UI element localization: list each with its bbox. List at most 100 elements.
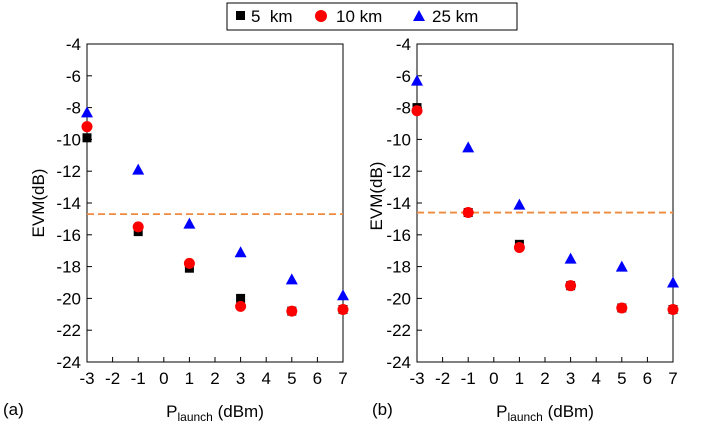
x-tick-label-a-1: -2 xyxy=(105,369,120,388)
ticks-a: -24-22-20-18-16-14-12-10-8-6-4-3 -2 -1 0 1 2 3… xyxy=(56,35,347,388)
y-tick-label-a-4: -16 xyxy=(56,226,81,245)
point-a-triangle-5 xyxy=(337,289,349,301)
point-a-square-3 xyxy=(236,293,246,303)
point-a-triangle-0 xyxy=(81,106,93,118)
x-axis-title-rest-b: (dBm) xyxy=(543,402,594,421)
x-tick-label-a-9: 6 xyxy=(313,369,322,388)
x-tick-label-a-6: 3 xyxy=(236,369,245,388)
legend-triangle-marker xyxy=(413,10,425,21)
point-a-triangle-2 xyxy=(183,217,196,229)
legend: 5 km 10 km 25 km xyxy=(226,2,518,31)
y-tick-label-a-3: -18 xyxy=(56,258,81,277)
y-tick-label-b-5: -14 xyxy=(386,194,411,213)
x-tick-label-b-10: 7 xyxy=(668,369,677,388)
point-b-triangle-3 xyxy=(564,252,577,264)
point-b-triangle-1 xyxy=(462,141,475,153)
y-tick-label-a-9: -6 xyxy=(66,67,81,86)
y-tick-label-a-10: -4 xyxy=(66,35,81,54)
y-tick-label-a-1: -22 xyxy=(56,321,81,340)
y-tick-label-b-6: -12 xyxy=(386,162,411,181)
y-axis-title-b: EVM(dB) xyxy=(367,162,386,231)
y-tick-label-b-3: -18 xyxy=(386,258,411,277)
plot-frame-a xyxy=(86,43,344,363)
x-tick-label-a-5: 2 xyxy=(210,369,219,388)
y-tick-label-b-7: -10 xyxy=(386,130,411,149)
x-axis-title-rest-a: (dBm) xyxy=(213,402,264,421)
point-b-triangle-0 xyxy=(411,74,423,86)
x-tick-label-b-1: -2 xyxy=(435,369,450,388)
point-b-circle-4 xyxy=(616,302,628,314)
legend-entry-10km: 10 km xyxy=(315,7,382,26)
x-tick-label-a-4: 1 xyxy=(185,369,194,388)
y-tick-label-b-10: -4 xyxy=(396,35,411,54)
y-tick-label-a-6: -12 xyxy=(56,162,81,181)
legend-entry-25km: 25 km xyxy=(413,7,478,26)
panel-label-a: (a) xyxy=(3,400,24,419)
x-axis-title-main-b: P xyxy=(496,402,507,421)
point-a-triangle-1 xyxy=(132,163,145,175)
legend-entry-5km: 5 km xyxy=(236,7,293,26)
y-axis-title-a: EVM(dB) xyxy=(29,169,48,238)
panel-b: EVM(dB) Plaunch (dBm) (b) -24-22-20-18-1… xyxy=(367,35,679,424)
y-tick-label-a-7: -10 xyxy=(56,130,81,149)
x-tick-label-a-8: 5 xyxy=(287,369,296,388)
point-b-circle-2 xyxy=(513,242,525,254)
y-tick-label-b-2: -20 xyxy=(386,289,411,308)
legend-label-10km: 10 km xyxy=(336,7,382,26)
x-tick-label-b-6: 3 xyxy=(566,369,575,388)
x-tick-label-b-5: 2 xyxy=(540,369,549,388)
point-b-triangle-2 xyxy=(513,198,526,210)
plot-frame-b xyxy=(416,43,674,363)
legend-frame xyxy=(226,2,518,31)
x-tick-label-a-3: 0 xyxy=(159,369,168,388)
x-axis-title-a: Plaunch (dBm) xyxy=(166,402,264,424)
legend-square-marker xyxy=(236,11,245,20)
y-tick-label-b-1: -22 xyxy=(386,321,411,340)
point-a-circle-0 xyxy=(81,121,93,133)
point-b-circle-0 xyxy=(411,105,423,117)
x-tick-label-b-0: -3 xyxy=(409,369,424,388)
x-tick-label-b-3: 0 xyxy=(489,369,498,388)
x-axis-title-sub-b: launch xyxy=(507,410,542,424)
legend-label-5km: 5 km xyxy=(251,7,293,26)
point-b-circle-5 xyxy=(667,304,679,316)
y-tick-label-a-2: -20 xyxy=(56,289,81,308)
x-axis-title-main-a: P xyxy=(166,402,177,421)
point-a-circle-4 xyxy=(286,305,298,317)
data-points-b xyxy=(411,74,679,316)
x-axis-title-sub-a: launch xyxy=(177,410,212,424)
x-tick-label-a-2: -1 xyxy=(131,369,146,388)
x-tick-label-b-4: 1 xyxy=(515,369,524,388)
point-a-square-0 xyxy=(82,133,92,143)
y-tick-label-a-0: -24 xyxy=(56,353,81,372)
point-a-circle-5 xyxy=(337,304,349,316)
y-tick-label-b-9: -6 xyxy=(396,67,411,86)
point-b-triangle-5 xyxy=(667,276,679,288)
panel-label-b: (b) xyxy=(372,400,393,419)
point-a-triangle-3 xyxy=(234,246,247,258)
data-points-a xyxy=(81,106,349,317)
legend-circle-marker xyxy=(315,10,327,22)
x-tick-label-b-8: 5 xyxy=(617,369,626,388)
x-tick-label-a-0: -3 xyxy=(79,369,94,388)
x-tick-label-a-7: 4 xyxy=(261,369,270,388)
y-tick-label-a-8: -8 xyxy=(66,99,81,118)
point-b-circle-3 xyxy=(565,280,577,292)
x-tick-label-b-2: -1 xyxy=(461,369,476,388)
y-tick-label-b-4: -16 xyxy=(386,226,411,245)
point-a-circle-3 xyxy=(235,300,247,312)
point-a-circle-1 xyxy=(132,221,144,233)
point-a-circle-2 xyxy=(183,257,195,269)
x-tick-label-b-7: 4 xyxy=(591,369,600,388)
x-tick-label-a-10: 7 xyxy=(338,369,347,388)
x-tick-label-b-9: 6 xyxy=(643,369,652,388)
y-tick-label-a-5: -14 xyxy=(56,194,81,213)
legend-label-25km: 25 km xyxy=(432,7,478,26)
point-b-triangle-4 xyxy=(615,260,628,272)
ticks-b: -24-22-20-18-16-14-12-10-8-6-4-3 -2 -1 0 1 2 3… xyxy=(386,35,677,388)
x-axis-title-b: Plaunch (dBm) xyxy=(496,402,594,424)
y-tick-label-b-0: -24 xyxy=(386,353,411,372)
y-tick-label-b-8: -8 xyxy=(396,99,411,118)
panel-a: EVM(dB) Plaunch (dBm) (a) -24-22-20-18-1… xyxy=(3,35,349,424)
